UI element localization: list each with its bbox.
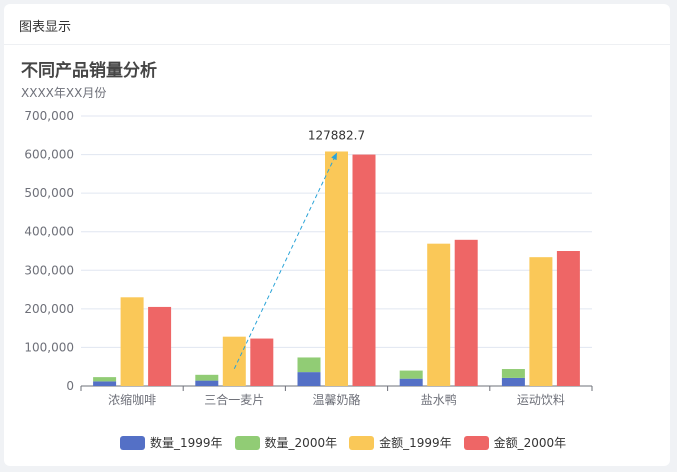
- y-tick-label: 700,000: [24, 109, 74, 123]
- bar: [195, 380, 219, 386]
- y-tick-label: 300,000: [24, 263, 74, 277]
- x-tick-label: 盐水鸭: [421, 393, 457, 407]
- card-title: 图表显示: [19, 20, 72, 35]
- bar: [120, 297, 144, 386]
- x-tick-label: 浓缩咖啡: [108, 392, 156, 407]
- legend-swatch: [349, 435, 375, 450]
- y-tick-label: 0: [66, 379, 74, 393]
- bar: [454, 239, 478, 386]
- bar: [195, 374, 219, 381]
- chart-subtitle: XXXX年XX月份: [21, 86, 107, 100]
- chart-legend: 数量_1999年 数量_2000年 金额_1999年 金额_2000年: [120, 434, 578, 451]
- legend-swatch: [463, 435, 489, 450]
- y-tick-label: 500,000: [24, 186, 74, 200]
- y-tick-label: 400,000: [24, 225, 74, 239]
- card-header: 图表显示: [4, 4, 670, 45]
- chart-title: 不同产品销量分析: [21, 61, 157, 81]
- x-tick-label: 运动饮料: [517, 393, 565, 407]
- y-tick-label: 200,000: [24, 302, 74, 316]
- bar: [529, 257, 553, 386]
- bar: [427, 243, 451, 386]
- bar: [501, 377, 525, 386]
- legend-label: 数量_1999年: [150, 436, 223, 450]
- legend-label: 金额_1999年: [379, 436, 452, 450]
- bar: [297, 372, 321, 386]
- bar: [93, 381, 117, 386]
- legend-swatch: [120, 435, 145, 450]
- legend-item[interactable]: 数量_2000年: [234, 434, 338, 451]
- x-tick-label: 三合一麦片: [204, 392, 264, 407]
- bar: [222, 336, 246, 386]
- y-tick-label: 100,000: [24, 340, 74, 354]
- y-tick-label: 600,000: [24, 148, 74, 162]
- annotation-label: 127882.7: [308, 128, 365, 142]
- bar: [399, 370, 423, 379]
- bar: [148, 306, 172, 386]
- bar: [352, 154, 376, 386]
- annotation-arrow: [233, 152, 337, 369]
- legend-item[interactable]: 数量_1999年: [120, 434, 223, 451]
- bar: [501, 369, 525, 378]
- legend-item[interactable]: 金额_1999年: [349, 434, 452, 451]
- bar: [93, 377, 117, 382]
- bar: [399, 378, 423, 386]
- bar: [250, 338, 274, 386]
- legend-swatch: [234, 435, 260, 450]
- bar: [297, 357, 321, 373]
- x-tick-label: 温馨奶酪: [312, 392, 360, 407]
- bar: [325, 151, 348, 386]
- legend-label: 数量_2000年: [264, 436, 338, 450]
- legend-item[interactable]: 金额_2000年: [463, 434, 567, 451]
- legend-label: 金额_2000年: [493, 436, 567, 450]
- bar: [556, 251, 580, 386]
